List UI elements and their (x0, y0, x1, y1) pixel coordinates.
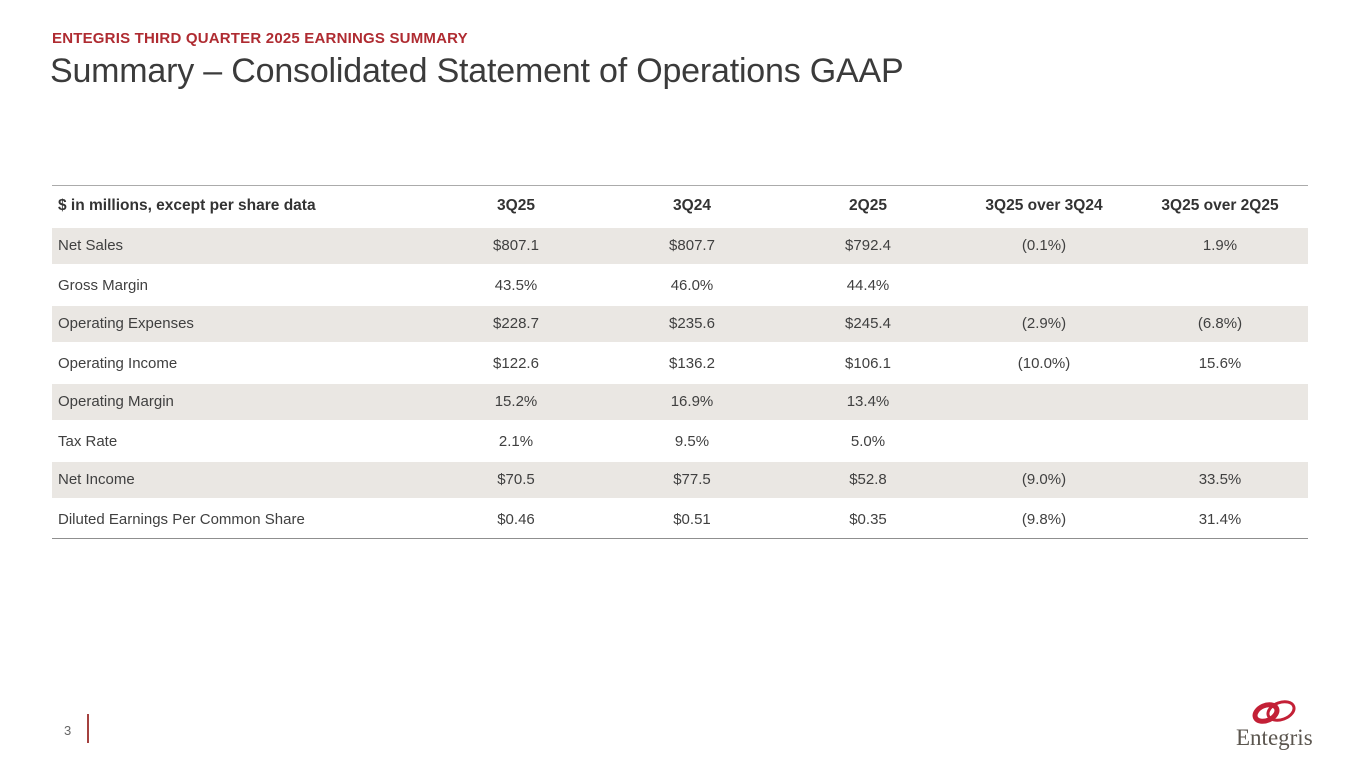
value-cell: 1.9% (1132, 225, 1308, 268)
table-header-cell: 3Q25 over 3Q24 (956, 185, 1132, 227)
table-row: Net Sales $807.1 $807.7 $792.4 (0.1%) 1.9% (52, 225, 1308, 268)
value-cell (1132, 265, 1308, 305)
financial-table-container: $ in millions, except per share data 3Q25… (52, 185, 1308, 539)
row-label-cell: Operating Margin (52, 381, 428, 424)
value-cell: $807.7 (604, 225, 780, 268)
value-cell: $792.4 (780, 225, 956, 268)
value-cell: 15.2% (428, 381, 604, 424)
logo-wordmark: Entegris (1236, 725, 1313, 750)
table-header-row: $ in millions, except per share data 3Q25… (52, 185, 1308, 227)
table-header-cell: 3Q25 (428, 185, 604, 227)
value-cell (956, 421, 1132, 461)
value-cell: 5.0% (780, 421, 956, 461)
row-label-cell: Operating Income (52, 343, 428, 383)
value-cell (1132, 381, 1308, 424)
row-label-cell: Gross Margin (52, 265, 428, 305)
value-cell: $228.7 (428, 303, 604, 346)
value-cell: 13.4% (780, 381, 956, 424)
footer-accent-bar (87, 714, 89, 743)
financial-table: $ in millions, except per share data 3Q25… (52, 185, 1308, 539)
logo-rings-icon (1252, 700, 1296, 724)
page-number: 3 (64, 723, 72, 738)
value-cell: $106.1 (780, 343, 956, 383)
value-cell: 2.1% (428, 421, 604, 461)
value-cell: 44.4% (780, 265, 956, 305)
table-header-cell: $ in millions, except per share data (52, 185, 428, 227)
value-cell: $77.5 (604, 459, 780, 502)
table-row: Diluted Earnings Per Common Share $0.46 $0… (52, 499, 1308, 539)
table-row: Net Income $70.5 $77.5 $52.8 (9.0%) 33.5% (52, 459, 1308, 502)
value-cell: $245.4 (780, 303, 956, 346)
value-cell (956, 381, 1132, 424)
value-cell (1132, 421, 1308, 461)
value-cell: 43.5% (428, 265, 604, 305)
value-cell: $0.51 (604, 499, 780, 539)
table-row: Gross Margin 43.5% 46.0% 44.4% (52, 265, 1308, 305)
table-row: Operating Margin 15.2% 16.9% 13.4% (52, 381, 1308, 424)
row-label-cell: Operating Expenses (52, 303, 428, 346)
value-cell: $136.2 (604, 343, 780, 383)
value-cell: $52.8 (780, 459, 956, 502)
value-cell: $807.1 (428, 225, 604, 268)
page-title: Summary – Consolidated Statement of Oper… (50, 52, 904, 90)
value-cell: (9.0%) (956, 459, 1132, 502)
value-cell: 9.5% (604, 421, 780, 461)
value-cell: $0.35 (780, 499, 956, 539)
value-cell: (9.8%) (956, 499, 1132, 539)
value-cell: (10.0%) (956, 343, 1132, 383)
table-header-cell: 3Q25 over 2Q25 (1132, 185, 1308, 227)
value-cell: 31.4% (1132, 499, 1308, 539)
value-cell: $70.5 (428, 459, 604, 502)
table-row: Operating Expenses $228.7 $235.6 $245.4 (2.9… (52, 303, 1308, 346)
row-label-cell: Diluted Earnings Per Common Share (52, 499, 428, 539)
value-cell: $0.46 (428, 499, 604, 539)
value-cell (956, 265, 1132, 305)
table-body: Net Sales $807.1 $807.7 $792.4 (0.1%) 1.9% Gro… (52, 225, 1308, 539)
value-cell: (2.9%) (956, 303, 1132, 346)
value-cell: 46.0% (604, 265, 780, 305)
value-cell: 15.6% (1132, 343, 1308, 383)
table-row: Tax Rate 2.1% 9.5% 5.0% (52, 421, 1308, 461)
value-cell: (0.1%) (956, 225, 1132, 268)
value-cell: (6.8%) (1132, 303, 1308, 346)
table-header-cell: 3Q24 (604, 185, 780, 227)
value-cell: 33.5% (1132, 459, 1308, 502)
value-cell: $122.6 (428, 343, 604, 383)
table-header-cell: 2Q25 (780, 185, 956, 227)
value-cell: 16.9% (604, 381, 780, 424)
row-label-cell: Tax Rate (52, 421, 428, 461)
table-header: $ in millions, except per share data 3Q25… (52, 185, 1308, 227)
slide-eyebrow: ENTEGRIS THIRD QUARTER 2025 EARNINGS SUM… (52, 30, 468, 47)
value-cell: $235.6 (604, 303, 780, 346)
table-row: Operating Income $122.6 $136.2 $106.1 (10.0%… (52, 343, 1308, 383)
row-label-cell: Net Income (52, 459, 428, 502)
row-label-cell: Net Sales (52, 225, 428, 268)
entegris-logo: Entegris (1236, 700, 1313, 750)
